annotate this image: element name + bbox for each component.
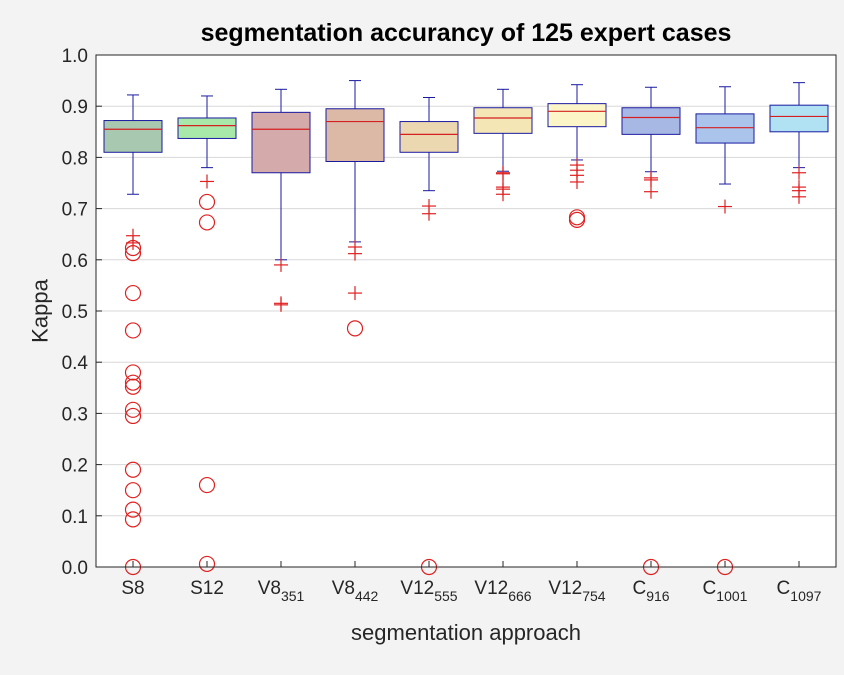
y-tick-label: 0.6 [62,251,88,272]
y-tick-label: 0.2 [62,456,88,477]
outlier-circle [124,482,142,499]
x-tick-label: V12666 [474,578,531,604]
y-tick-label: 0.9 [62,97,88,118]
outlier-plus [644,184,658,199]
box-group [621,86,681,576]
outlier-plus [792,165,806,180]
outlier-circle [124,239,142,257]
x-tick-label: S8 [121,578,144,599]
outlier-plus [348,246,362,261]
box-group [695,86,755,576]
boxes [103,80,829,576]
x-tick-label: C1001 [703,578,748,604]
outlier-circle [124,284,142,302]
outlier-plus [422,206,436,221]
box-group [103,94,163,576]
outlier-circle [124,378,142,395]
outlier-circle [346,320,364,337]
outlier-circle [568,211,586,228]
y-tick-label: 0.5 [62,302,88,323]
box [473,107,533,134]
y-ticks: 0.0 0.1 0.2 0.3 0.4 0.5 0.6 0.7 0.8 0.9 1.0 [62,46,102,579]
box [177,117,237,139]
outlier-plus [274,297,288,312]
outlier-circle [124,245,142,262]
outlier-circle [124,501,142,518]
outlier-plus [496,166,510,181]
y-tick-label: 0.7 [62,200,88,221]
outlier-circle [124,322,142,339]
y-tick-label: 1.0 [62,46,88,67]
x-tick-label: S12 [190,578,224,599]
outlier-circle [124,461,142,478]
box [399,121,459,153]
outlier-circle [124,374,142,391]
outlier-circle [198,214,216,231]
box-group [251,88,311,312]
box [695,113,755,144]
box-group [399,96,459,576]
y-tick-label: 0.0 [62,558,88,579]
outlier-plus [570,174,584,189]
outlier-plus [718,199,732,214]
box-group [769,82,829,204]
outlier-plus [200,174,214,189]
box [325,108,385,162]
x-tick-label: V8351 [258,578,305,604]
outlier-circle [124,407,142,425]
box-group [547,84,607,228]
x-tick-label: C916 [632,578,669,604]
outlier-plus [274,257,288,272]
x-tick-label: V12754 [548,578,605,604]
outlier-circle [198,555,216,573]
outlier-circle [124,364,142,381]
box [103,120,163,153]
y-tick-label: 0.3 [62,404,88,425]
outlier-circle [198,193,216,211]
box-group [177,95,237,573]
outlier-circle [124,401,142,418]
y-axis-label: Kappa [28,278,53,342]
x-tick-label: V12555 [400,578,457,604]
box [769,104,829,133]
box [621,107,681,135]
y-tick-label: 0.4 [62,353,89,374]
y-tick-label: 0.1 [62,507,88,528]
outlier-plus [348,286,362,301]
outlier-plus [644,172,658,187]
x-axis-label: segmentation approach [351,620,581,645]
x-tick-label: C1097 [777,578,822,604]
outlier-plus [792,189,806,204]
chart-title: segmentation accurancy of 125 expert cas… [201,19,732,47]
x-tick-label: V8442 [332,578,379,604]
grid-lines [96,105,836,517]
outlier-circle [198,476,216,494]
box-group [473,88,533,202]
outlier-circle [124,511,142,528]
outlier-plus [496,187,510,202]
y-tick-label: 0.8 [62,148,88,169]
box-group [325,80,385,337]
box [547,103,607,128]
box [251,111,311,174]
x-ticks: S8 S12 V8351 V8442 V12555 V12666 V12754 C916 C10… [121,561,822,604]
